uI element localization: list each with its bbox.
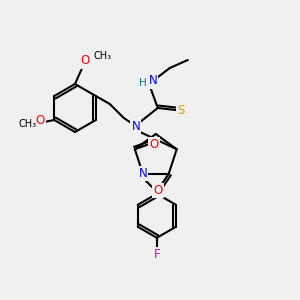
Text: N: N — [148, 74, 157, 88]
Text: N: N — [139, 167, 147, 180]
Text: CH₃: CH₃ — [18, 119, 36, 129]
Text: O: O — [149, 138, 158, 151]
Text: O: O — [153, 184, 162, 197]
Text: O: O — [80, 55, 90, 68]
Text: F: F — [154, 248, 160, 261]
Text: CH₃: CH₃ — [93, 51, 111, 61]
Text: N: N — [131, 119, 140, 133]
Text: H: H — [139, 78, 147, 88]
Text: O: O — [36, 113, 45, 127]
Text: S: S — [177, 103, 184, 116]
